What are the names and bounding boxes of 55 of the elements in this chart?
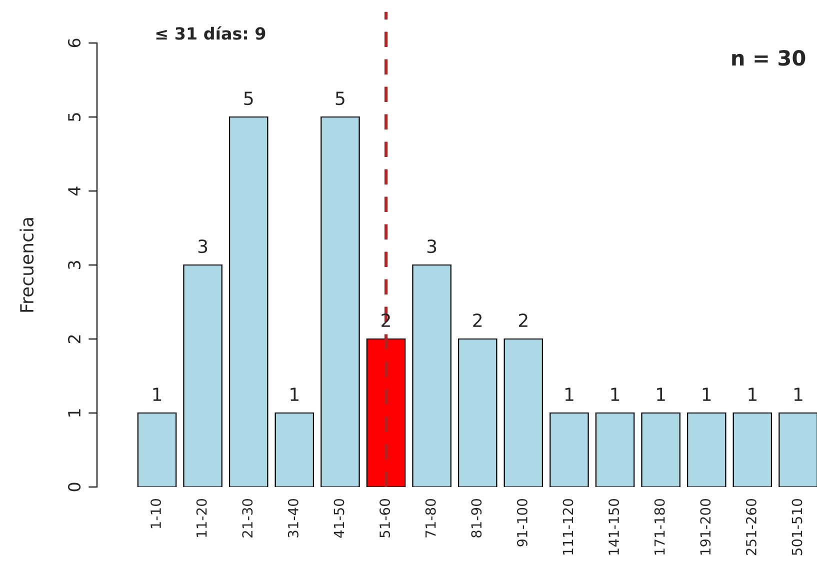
y-tick-label: 5 [68, 113, 81, 122]
y-tick-label: 1 [68, 409, 80, 416]
data-label: 1 [657, 388, 665, 401]
bar [366, 338, 406, 487]
data-label: 2 [518, 314, 528, 327]
data-label: 2 [382, 314, 390, 327]
bar [686, 412, 726, 487]
bar [595, 412, 635, 487]
data-label: 5 [336, 92, 344, 106]
text: ≤ 31 días: 9 [156, 26, 266, 40]
x-tick-label: 171-180 [654, 499, 665, 555]
bar [641, 412, 680, 487]
bar [274, 412, 314, 487]
bar [137, 412, 177, 487]
bar [732, 412, 772, 487]
bar [228, 116, 268, 487]
y-tick-label: 0 [68, 482, 81, 492]
data-label: 3 [198, 240, 208, 254]
y-tick-label: 3 [68, 261, 81, 270]
y-tick-label: 4 [68, 186, 80, 196]
x-tick-label: 251-260 [746, 499, 756, 556]
y-axis-title: Frecuencia [20, 218, 34, 312]
y-tick-label: 2 [68, 335, 80, 344]
bar [504, 338, 544, 487]
data-label: 1 [565, 388, 574, 401]
bar [320, 116, 360, 487]
data-label: 1 [290, 388, 298, 401]
bar [778, 412, 817, 487]
bar [183, 264, 222, 487]
x-tick-label: 191-200 [700, 499, 711, 555]
data-label: 1 [611, 388, 620, 401]
x-tick-label: 81-90 [471, 499, 482, 538]
x-tick-label: 11-20 [196, 499, 207, 537]
x-tick-label: 71-80 [425, 499, 436, 538]
y-tick-label: 6 [68, 38, 81, 48]
x-tick-label: 51-60 [380, 499, 390, 538]
x-tick-label: 21-30 [242, 499, 253, 538]
data-label: 5 [244, 92, 253, 106]
bar [458, 338, 498, 487]
x-tick-label: 31-40 [288, 499, 298, 538]
data-label: 1 [748, 388, 756, 401]
data-label: 1 [794, 388, 802, 401]
x-tick-label: 111-120 [562, 499, 574, 555]
x-tick-label: 1-10 [150, 499, 162, 528]
annotation: n = 30 [732, 50, 806, 66]
x-tick-label: 141-150 [608, 499, 620, 555]
data-label: 2 [473, 314, 482, 327]
x-tick-label: 91-100 [516, 499, 528, 546]
x-tick-label: 501-510 [792, 499, 802, 556]
bar [412, 264, 452, 487]
data-label: 1 [702, 388, 711, 401]
x-tick-label: 41-50 [334, 499, 344, 538]
data-label: 3 [427, 240, 436, 254]
data-label: 1 [153, 388, 162, 401]
bar [550, 412, 589, 487]
